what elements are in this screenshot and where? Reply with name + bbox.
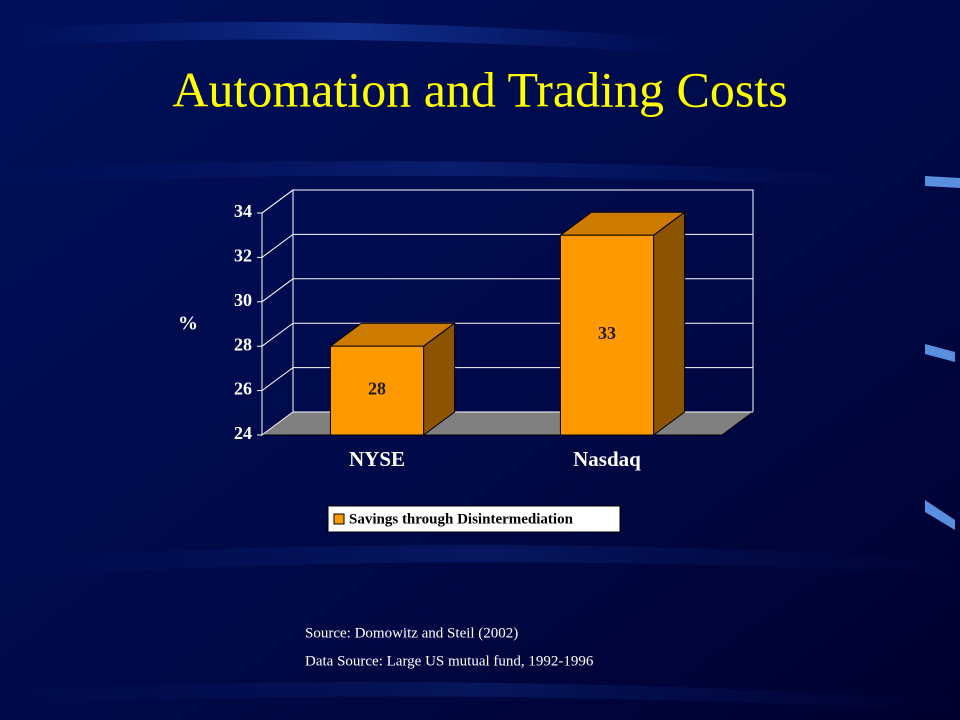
bar-side — [653, 211, 686, 436]
value-label: 33 — [598, 323, 616, 343]
grid-line — [261, 189, 753, 214]
slide-title: Automation and Trading Costs — [172, 61, 787, 117]
y-tick-label: 32 — [234, 246, 252, 266]
y-tick-label: 34 — [234, 201, 252, 221]
legend-swatch — [333, 513, 345, 525]
decoration — [0, 22, 960, 712]
source-note: Data Source: Large US mutual fund, 1992-… — [305, 653, 594, 669]
y-tick-label: 30 — [234, 290, 252, 310]
source-note: Source: Domowitz and Steil (2002) — [305, 625, 518, 641]
y-axis-label: % — [178, 313, 198, 335]
legend-box — [327, 505, 621, 533]
bar — [559, 234, 655, 436]
value-label: 28 — [368, 379, 386, 399]
x-tick-label: NYSE — [349, 447, 405, 471]
y-tick-label: 26 — [234, 379, 252, 399]
edge-accents — [925, 176, 960, 530]
x-tick-label: Nasdaq — [573, 447, 641, 471]
y-tick-label: 24 — [234, 423, 252, 443]
chart: 24 26 28 30 32 34 NYSE Nasdaq 28 33 Savings throug… — [234, 189, 755, 533]
bar — [329, 345, 425, 436]
y-tick-label: 28 — [234, 334, 252, 354]
legend-label: Savings through Disintermediation — [349, 511, 574, 527]
